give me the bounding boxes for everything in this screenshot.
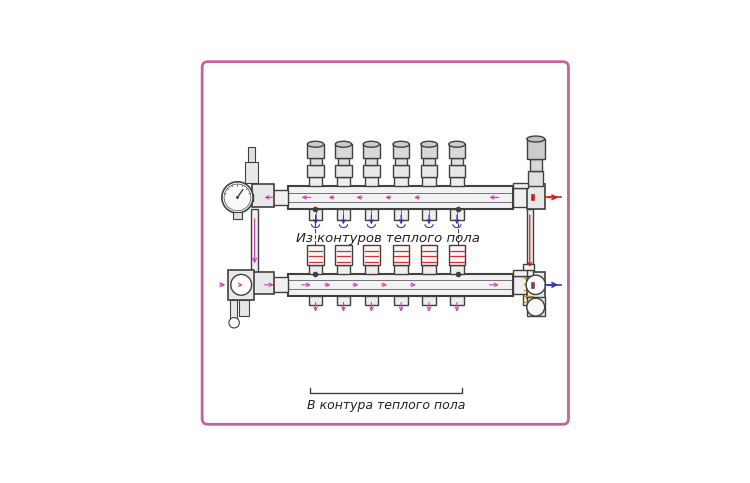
Bar [523,264,533,305]
Bar [337,266,350,274]
Bar [450,209,464,220]
Bar [308,144,324,158]
Bar [451,158,463,165]
Bar [288,186,513,209]
Bar [422,209,436,220]
Ellipse shape [335,141,352,147]
Circle shape [224,184,251,211]
FancyBboxPatch shape [202,62,568,424]
Bar [526,272,544,298]
Bar [252,185,274,207]
Bar [273,190,288,205]
Bar [530,195,534,200]
Bar [335,245,352,266]
Bar [448,165,465,177]
Bar [526,297,544,316]
Bar [309,266,322,274]
Bar [448,144,465,158]
Bar [310,158,322,165]
Text: В контура теплого пола: В контура теплого пола [307,399,466,412]
Bar [450,177,464,186]
Circle shape [231,274,251,295]
Bar [363,144,380,158]
Bar [252,272,274,294]
Bar [338,158,350,165]
Bar [364,209,378,220]
Bar [364,296,378,305]
Circle shape [222,182,253,213]
Bar [308,165,324,177]
Bar [422,177,436,186]
Bar [450,266,464,274]
Ellipse shape [526,136,544,142]
Bar [337,209,350,220]
Bar [364,177,378,186]
Ellipse shape [393,141,410,147]
Bar [530,159,542,170]
Ellipse shape [363,141,380,147]
Circle shape [236,196,238,199]
Bar [526,139,544,159]
Circle shape [229,317,239,328]
Bar [273,277,288,292]
Bar [233,212,242,219]
Bar [394,209,408,220]
Bar [335,165,352,177]
Bar [421,165,437,177]
Bar [236,194,253,201]
Bar [288,274,513,296]
Bar [309,209,322,220]
Bar [394,266,408,274]
Bar [530,282,534,288]
Bar [363,245,380,266]
Bar [423,158,435,165]
Bar [528,170,543,185]
Ellipse shape [308,141,324,147]
Bar [393,144,410,158]
Bar [513,275,527,294]
Bar [335,144,352,158]
Bar [421,245,437,266]
Bar [309,177,322,186]
Bar [422,266,436,274]
Bar [337,296,350,305]
Bar [513,188,527,207]
Circle shape [526,275,545,295]
Bar [394,296,408,305]
Bar [365,158,377,165]
Ellipse shape [421,141,437,147]
Bar [395,158,407,165]
Bar [309,296,322,305]
Ellipse shape [448,141,465,147]
Bar [448,245,465,266]
Bar [513,270,527,275]
Bar [245,162,258,183]
Bar [337,177,350,186]
Bar [393,165,410,177]
Bar [228,270,254,299]
Bar [421,144,437,158]
Bar [422,296,436,305]
Bar [526,185,544,209]
Bar [513,183,527,188]
Bar [239,299,249,316]
Bar [251,209,258,274]
Bar [363,165,380,177]
Bar [394,177,408,186]
Bar [526,270,532,275]
Bar [364,266,378,274]
Circle shape [526,298,544,316]
Text: Из контуров теплого пола: Из контуров теплого пола [296,232,480,245]
Bar [308,245,324,266]
Bar [230,299,238,320]
Bar [393,245,410,266]
Bar [526,209,532,272]
Bar [248,147,255,162]
Bar [450,296,464,305]
